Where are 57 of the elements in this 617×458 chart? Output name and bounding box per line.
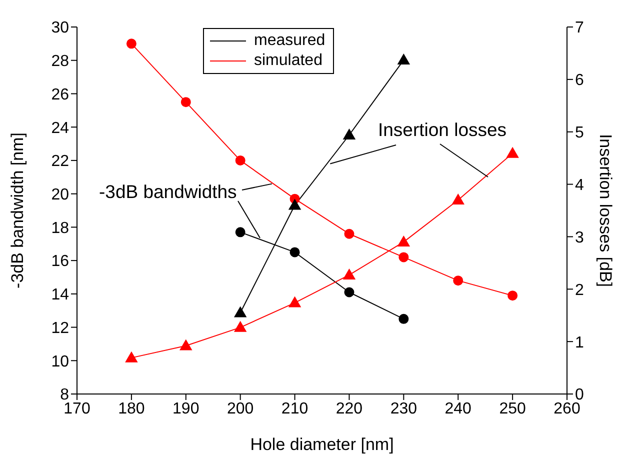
y-tick-label: 12 [51, 320, 70, 337]
y-tick-label: 20 [51, 186, 70, 204]
point [235, 227, 246, 238]
x-tick-label: 180 [118, 400, 145, 418]
point [453, 276, 464, 286]
point [234, 321, 246, 332]
point [398, 54, 410, 65]
point [180, 340, 192, 350]
point [343, 268, 356, 280]
y-tick-label: 10 [51, 353, 70, 370]
point [398, 252, 409, 262]
y-tick-label: 26 [51, 86, 70, 104]
x-tick-label: 200 [226, 400, 254, 418]
y2-tick-label: 4 [575, 176, 584, 194]
x-tick-label: 220 [336, 400, 363, 418]
point [180, 97, 191, 108]
point [506, 147, 519, 158]
point [344, 228, 354, 239]
point [126, 38, 136, 49]
y-axis-title: -3dB bandwidth [nm] [8, 132, 28, 288]
x-tick-label: 260 [554, 400, 580, 418]
x-tick-label: 230 [390, 400, 418, 418]
y2-axis-title: Insertion losses [dB] [596, 134, 615, 288]
y2-tick-label: 6 [575, 72, 584, 90]
x-tick-label: 190 [172, 400, 200, 418]
point [398, 314, 409, 324]
x-tick-label: 250 [499, 400, 526, 418]
point [235, 155, 246, 166]
y-tick-label: 22 [51, 153, 70, 170]
y-tick-label: 30 [51, 20, 70, 37]
point [398, 236, 410, 246]
point [508, 290, 518, 301]
legend-label: measured [254, 31, 326, 51]
y-tick-label: 18 [51, 220, 70, 237]
y2-tick-label: 2 [575, 282, 584, 299]
x-tick-label: 240 [444, 400, 472, 418]
y-tick-label: 14 [51, 286, 70, 304]
point [288, 199, 301, 210]
point [343, 129, 356, 140]
x-axis-title: Hole diameter [nm] [250, 435, 394, 454]
legend-label: simulated [254, 51, 322, 71]
x-tick-label: 210 [281, 400, 308, 418]
y2-tick-label: 1 [575, 334, 584, 352]
point [344, 287, 354, 298]
annotation: -3dB bandwidths [99, 181, 237, 202]
y2-tick-label: 7 [575, 20, 584, 37]
annotation: Insertion losses [378, 119, 507, 140]
y-tick-label: 28 [51, 53, 70, 70]
point [125, 352, 138, 362]
point [290, 247, 300, 258]
point [452, 194, 464, 205]
y2-tick-label: 5 [575, 124, 584, 142]
y-tick-label: 24 [51, 120, 70, 137]
y2-tick-label: 3 [575, 229, 584, 246]
point [288, 296, 301, 308]
point [234, 306, 246, 318]
y-tick-label: 16 [51, 253, 70, 270]
